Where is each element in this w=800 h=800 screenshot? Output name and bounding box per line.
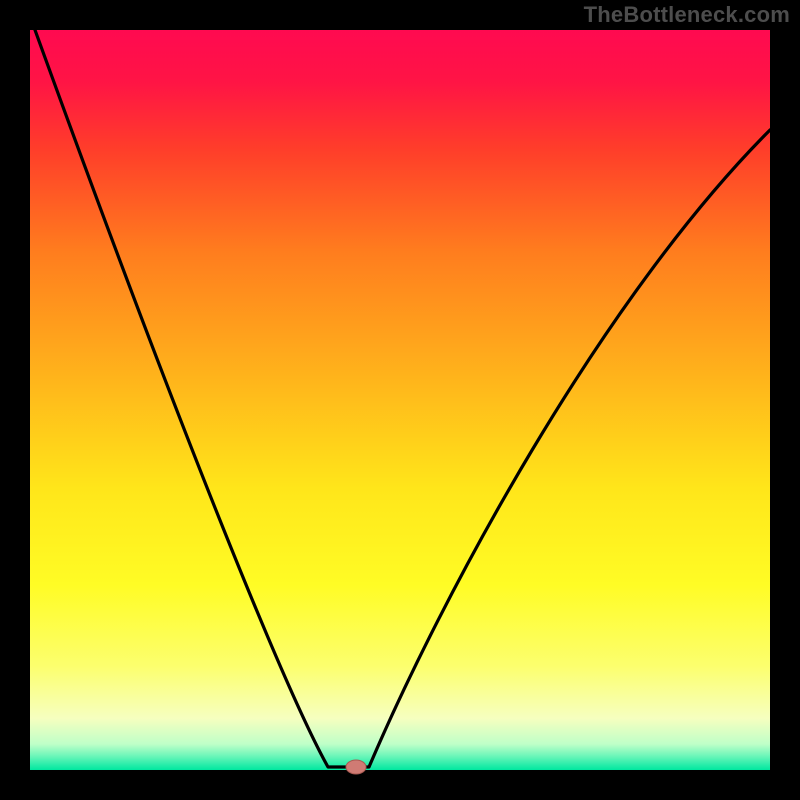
plot-area [30,30,770,770]
chart-stage: TheBottleneck.com [0,0,800,800]
bottleneck-chart [0,0,800,800]
optimal-point-marker [346,760,366,774]
watermark-text: TheBottleneck.com [584,2,790,28]
